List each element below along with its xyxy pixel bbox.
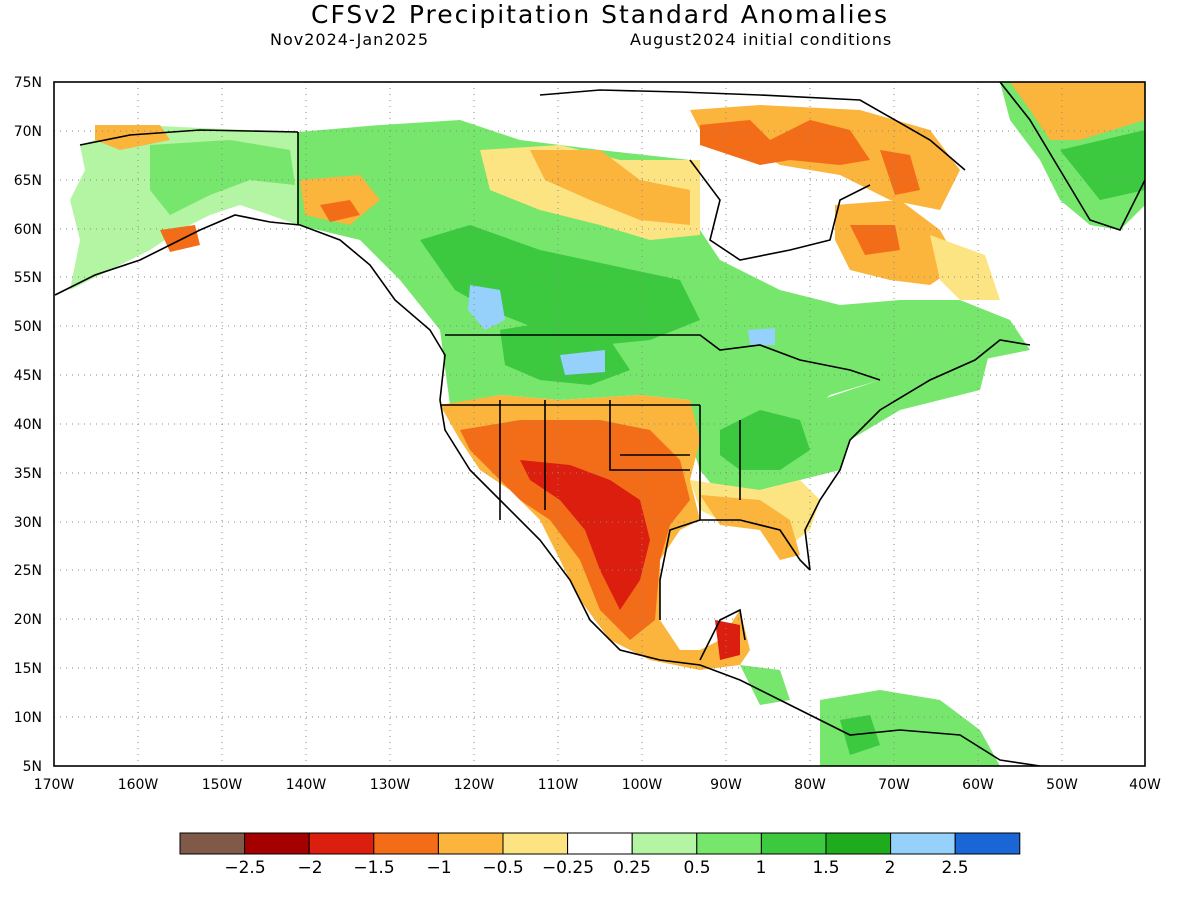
- lon-tick: 120W: [454, 777, 495, 793]
- colorbar-swatch: [825, 832, 892, 855]
- colorbar-tick: 0.5: [683, 858, 710, 878]
- lon-tick: 40W: [1129, 777, 1161, 793]
- lon-tick: 90W: [710, 777, 742, 793]
- colorbar-labels: −2.5 −2 −1.5 −1 −0.5 −0.25 0.25 0.5 1 1.…: [224, 858, 968, 878]
- lon-tick: 130W: [370, 777, 411, 793]
- lon-tick: 170W: [34, 777, 75, 793]
- grid-lines: [54, 82, 1145, 766]
- colorbar-tick: 1: [756, 858, 767, 878]
- colorbar-tick: 0.25: [613, 858, 651, 878]
- coastlines: [54, 82, 1145, 766]
- colorbar-swatch: [567, 832, 633, 855]
- colorbar-swatch: [179, 832, 246, 855]
- colorbar-swatch: [696, 832, 762, 855]
- latitude-labels: 75N 70N 65N 60N 55N 50N 45N 40N 35N 30N …: [14, 75, 42, 775]
- initial-conditions: August2024 initial conditions: [630, 30, 893, 49]
- lat-tick: 70N: [14, 124, 42, 140]
- colorbar-swatch: [954, 832, 1021, 855]
- lat-tick: 40N: [14, 417, 42, 433]
- colorbar-swatch: [890, 832, 956, 855]
- colorbar-tick: −1: [426, 858, 451, 878]
- colorbar-tick: 1.5: [812, 858, 839, 878]
- colorbar-tick: 2: [885, 858, 896, 878]
- lon-tick: 70W: [878, 777, 910, 793]
- colorbar: [179, 832, 1021, 855]
- lat-tick: 5N: [23, 759, 42, 775]
- lon-tick: 100W: [622, 777, 663, 793]
- map-title: CFSv2 Precipitation Standard Anomalies: [310, 0, 889, 29]
- anomaly-field: [70, 82, 1145, 766]
- lat-tick: 30N: [14, 515, 42, 531]
- lat-tick: 35N: [14, 466, 42, 482]
- lat-tick: 60N: [14, 222, 42, 238]
- lat-tick: 45N: [14, 368, 42, 384]
- colorbar-tick: 2.5: [941, 858, 968, 878]
- colorbar-swatch: [244, 832, 310, 855]
- colorbar-tick: −0.5: [482, 858, 523, 878]
- colorbar-tick: −1.5: [353, 858, 394, 878]
- colorbar-swatch: [308, 832, 375, 855]
- lon-tick: 140W: [286, 777, 327, 793]
- longitude-labels: 170W 160W 150W 140W 130W 120W 110W 100W …: [34, 777, 1161, 793]
- colorbar-swatch: [760, 832, 827, 855]
- lat-tick: 15N: [14, 661, 42, 677]
- lon-tick: 150W: [202, 777, 243, 793]
- map-plot-area: [54, 82, 1145, 766]
- colorbar-swatch: [502, 832, 569, 855]
- forecast-period: Nov2024-Jan2025: [270, 30, 429, 49]
- lat-tick: 55N: [14, 270, 42, 286]
- lat-tick: 20N: [14, 612, 42, 628]
- colorbar-tick: −2.5: [224, 858, 265, 878]
- lon-tick: 160W: [118, 777, 159, 793]
- map-frame: [53, 81, 1146, 767]
- lon-tick: 50W: [1046, 777, 1078, 793]
- lon-tick: 80W: [794, 777, 826, 793]
- lat-tick: 25N: [14, 563, 42, 579]
- lat-tick: 50N: [14, 319, 42, 335]
- lon-tick: 110W: [538, 777, 579, 793]
- colorbar-swatch: [631, 832, 698, 855]
- colorbar-swatch: [437, 832, 504, 855]
- lat-tick: 65N: [14, 173, 42, 189]
- colorbar-tick: −0.25: [542, 858, 594, 878]
- colorbar-tick: −2: [297, 858, 322, 878]
- colorbar-swatch: [373, 832, 439, 855]
- lat-tick: 75N: [14, 75, 42, 91]
- lon-tick: 60W: [962, 777, 994, 793]
- lat-tick: 10N: [14, 710, 42, 726]
